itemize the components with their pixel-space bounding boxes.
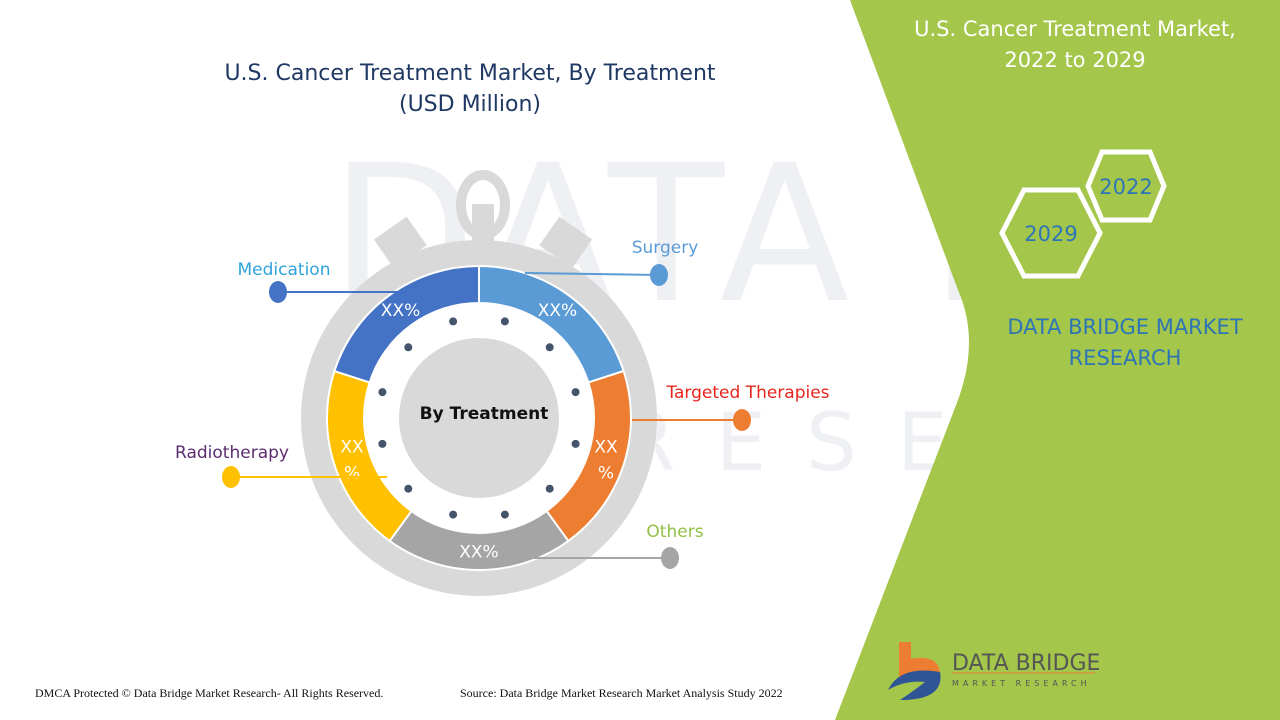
legend-label-targeted-therapies: Targeted Therapies (665, 383, 829, 403)
panel-title: U.S. Cancer Treatment Market, 2022 to 20… (914, 17, 1236, 72)
center-circle (399, 338, 559, 498)
footer-source: Source: Data Bridge Market Research Mark… (460, 686, 783, 700)
green-panel (835, 0, 1280, 720)
slice-value-label: XX% (459, 543, 498, 563)
slice-value-label: XX% (340, 437, 364, 483)
dial-dot (378, 388, 387, 397)
dial-dot (545, 343, 554, 352)
legend-label-medication: Medication (238, 260, 331, 280)
dial-dot (500, 317, 509, 326)
brand-text: DATA BRIDGE MARKET RESEARCH (1007, 315, 1243, 370)
leader-dot (733, 409, 751, 431)
legend-label-others: Others (646, 522, 703, 542)
svg-text:MARKET RESEARCH: MARKET RESEARCH (952, 679, 1091, 688)
dial-dot (404, 343, 413, 352)
hexagon-2022-icon (1085, 149, 1167, 223)
leader-dot (269, 281, 287, 303)
slice-value-label: XX% (594, 437, 618, 483)
leader-dot (661, 547, 679, 569)
donut-chart: XX% XX % XX% XX % XX% (326, 264, 632, 571)
leader-dot (650, 264, 668, 286)
dial-dot (571, 439, 580, 448)
footer-copyright: DMCA Protected © Data Bridge Market Rese… (35, 686, 384, 700)
dial-dot (449, 510, 458, 519)
svg-text:DATA BRIDGE: DATA BRIDGE (952, 651, 1100, 676)
dial-dot (378, 439, 387, 448)
dial-dot (500, 510, 509, 519)
hex-year-2029: 2029 (1024, 222, 1077, 246)
legend-label-radiotherapy: Radiotherapy (175, 443, 289, 463)
slice-value-label: XX% (538, 301, 577, 321)
leader-dot (222, 466, 240, 488)
data-bridge-logo: DATA BRIDGE MARKET RESEARCH (888, 642, 1100, 700)
slice-value-label: XX% (381, 301, 420, 321)
chart-title: U.S. Cancer Treatment Market, By Treatme… (224, 61, 716, 117)
leader-line (524, 272, 660, 276)
center-label: By Treatment (420, 404, 549, 424)
dial-dot (545, 484, 554, 493)
dial-dot (571, 388, 580, 397)
dial-dots (378, 317, 580, 519)
dial-dot (449, 317, 458, 326)
hexagon-2029-icon (999, 187, 1103, 279)
legend-label-surgery: Surgery (632, 238, 699, 258)
dial-dot (404, 484, 413, 493)
hex-year-2022: 2022 (1099, 175, 1152, 199)
